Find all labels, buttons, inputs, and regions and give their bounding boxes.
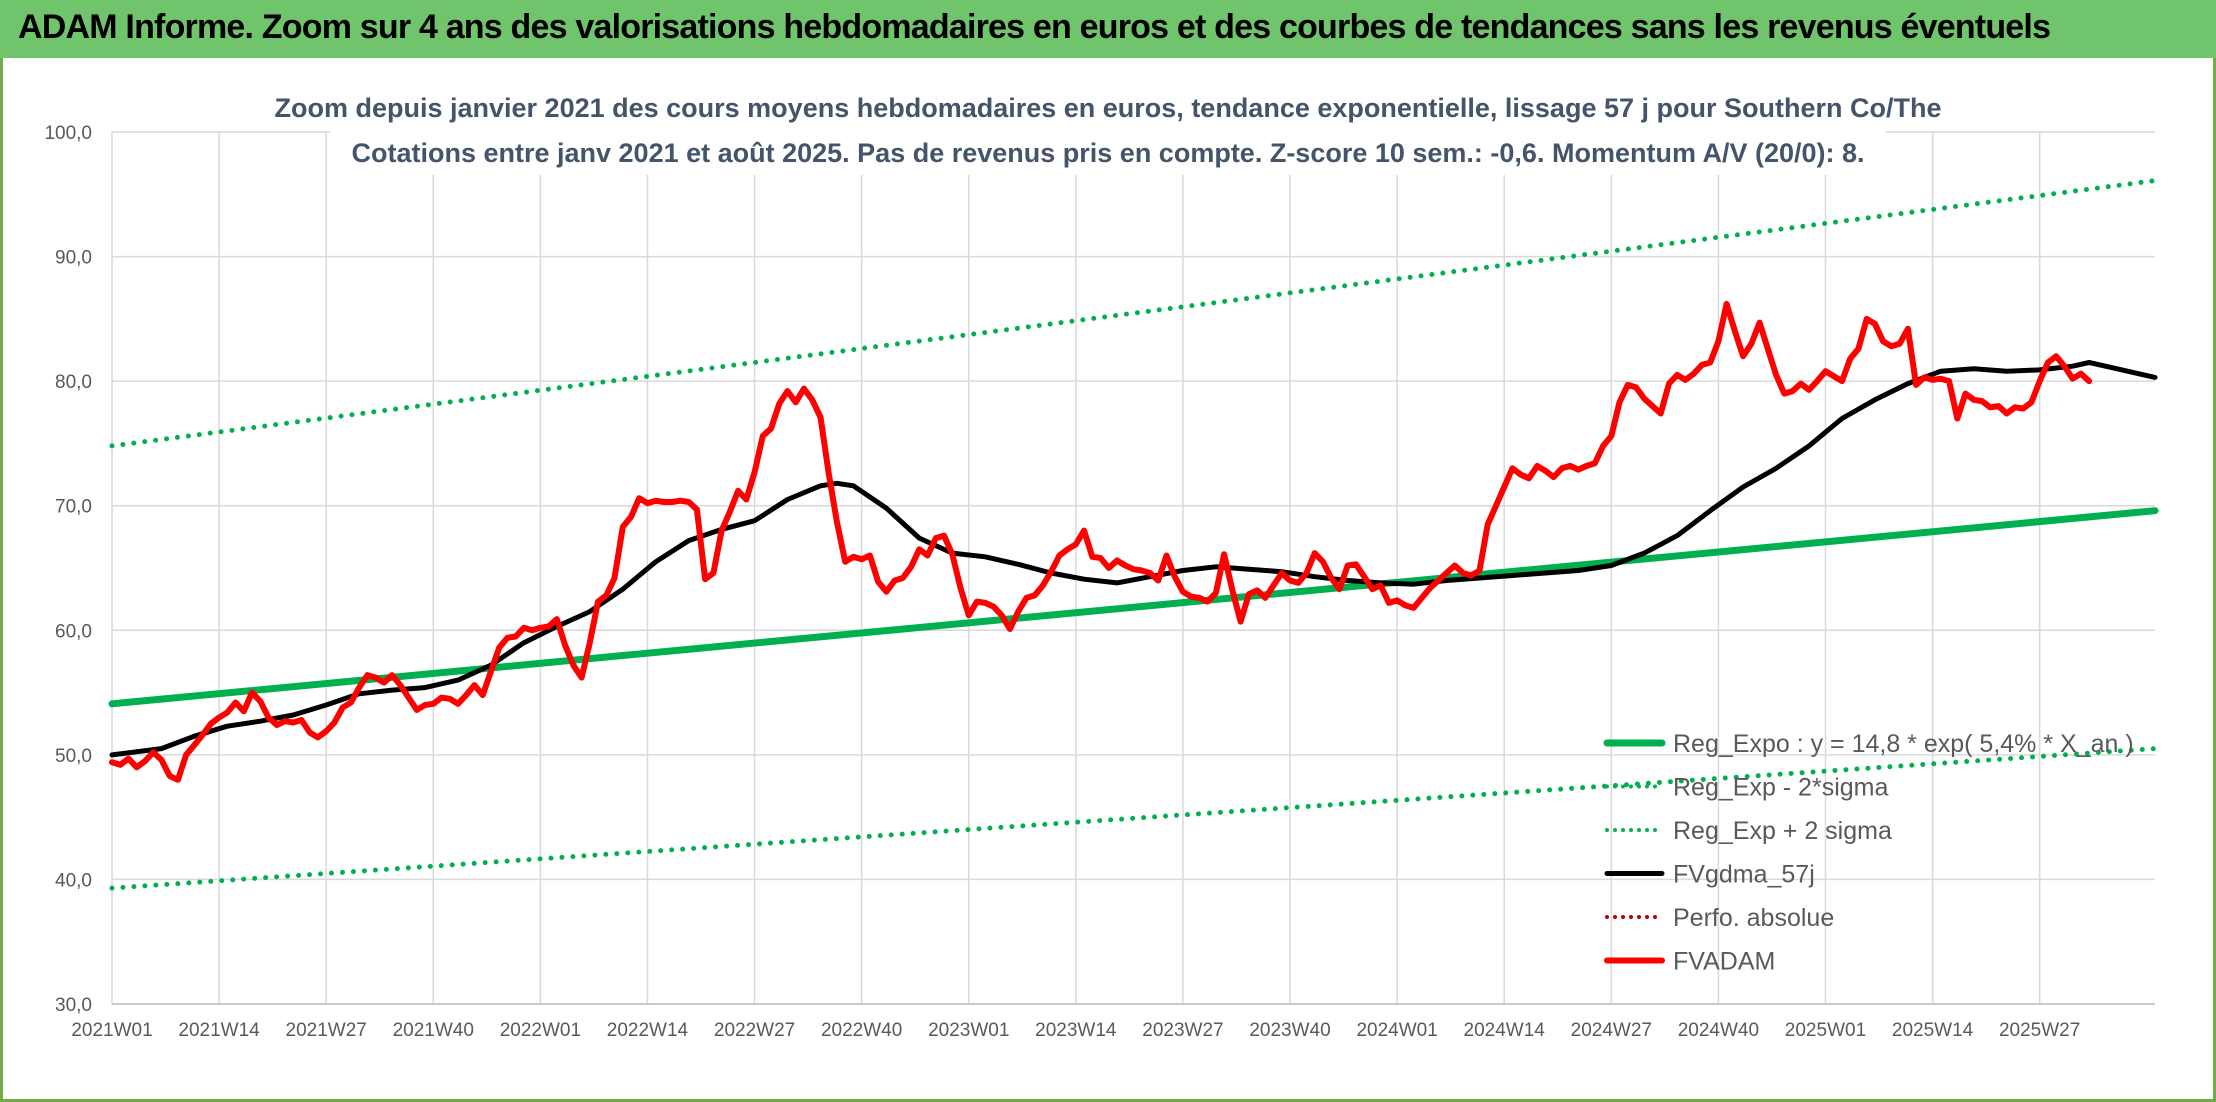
y-tick-label: 80,0 <box>55 372 92 393</box>
series-line-3 <box>109 360 2158 758</box>
y-tick-label: 50,0 <box>55 746 92 767</box>
y-tick-label: 60,0 <box>55 621 92 642</box>
series-line-0 <box>108 507 2159 708</box>
x-tick-label: 2021W01 <box>71 1020 152 1041</box>
series-line-1 <box>109 746 2158 891</box>
x-tick-label: 2025W14 <box>1892 1020 1974 1041</box>
y-tick-label: 30,0 <box>55 995 92 1016</box>
series-line-2 <box>109 178 2158 449</box>
x-tick-label: 2021W27 <box>286 1020 367 1041</box>
x-tick-label: 2024W01 <box>1356 1020 1437 1041</box>
x-tick-label: 2021W14 <box>178 1020 260 1041</box>
legend-label: FVgdma_57j <box>1673 861 1815 889</box>
y-tick-label: 70,0 <box>55 497 92 518</box>
x-tick-label: 2022W40 <box>821 1020 902 1041</box>
chart-title: Zoom depuis janvier 2021 des cours moyen… <box>275 93 1942 123</box>
y-tick-label: 90,0 <box>55 248 92 269</box>
legend-label: FVADAM <box>1673 948 1775 976</box>
x-tick-label: 2023W40 <box>1249 1020 1330 1041</box>
header-band: ADAM Informe. Zoom sur 4 ans des valoris… <box>0 0 2216 58</box>
legend-label: Perfo. absolue <box>1673 904 1834 932</box>
x-tick-label: 2022W01 <box>500 1020 581 1041</box>
page-title: ADAM Informe. Zoom sur 4 ans des valoris… <box>18 8 2051 46</box>
legend-label: Reg_Expo : y = 14,8 * exp( 5,4% * X_an ) <box>1673 730 2134 758</box>
x-tick-label: 2023W27 <box>1142 1020 1223 1041</box>
x-tick-label: 2024W40 <box>1678 1020 1759 1041</box>
chart-legend: Reg_Expo : y = 14,8 * exp( 5,4% * X_an )… <box>1603 730 2134 976</box>
x-tick-label: 2023W14 <box>1035 1020 1117 1041</box>
legend-label: Reg_Exp - 2*sigma <box>1673 774 1888 802</box>
x-tick-label: 2025W27 <box>1999 1020 2080 1041</box>
x-tick-label: 2022W27 <box>714 1020 795 1041</box>
x-tick-label: 2022W14 <box>607 1020 689 1041</box>
title-background <box>330 83 1886 175</box>
x-tick-label: 2025W01 <box>1785 1020 1866 1041</box>
x-tick-label: 2024W27 <box>1571 1020 1652 1041</box>
y-tick-label: 100,0 <box>44 123 92 144</box>
chart-series <box>108 178 2159 891</box>
x-axis-ticks: 2021W01 2021W14 2021W27 2021W40 2022W01 2022W… <box>71 1020 2080 1041</box>
y-tick-label: 40,0 <box>55 870 92 891</box>
legend-label: Reg_Exp + 2 sigma <box>1673 817 1892 845</box>
y-axis-ticks: 30,0 40,0 50,0 60,0 70,0 80,0 90,0 100,0 <box>44 123 92 1016</box>
x-tick-label: 2021W40 <box>393 1020 474 1041</box>
x-tick-label: 2023W01 <box>928 1020 1009 1041</box>
x-tick-label: 2024W14 <box>1464 1020 1546 1041</box>
series-line-5 <box>109 300 2093 783</box>
chart-subtitle: Cotations entre janv 2021 et août 2025. … <box>351 138 1864 168</box>
